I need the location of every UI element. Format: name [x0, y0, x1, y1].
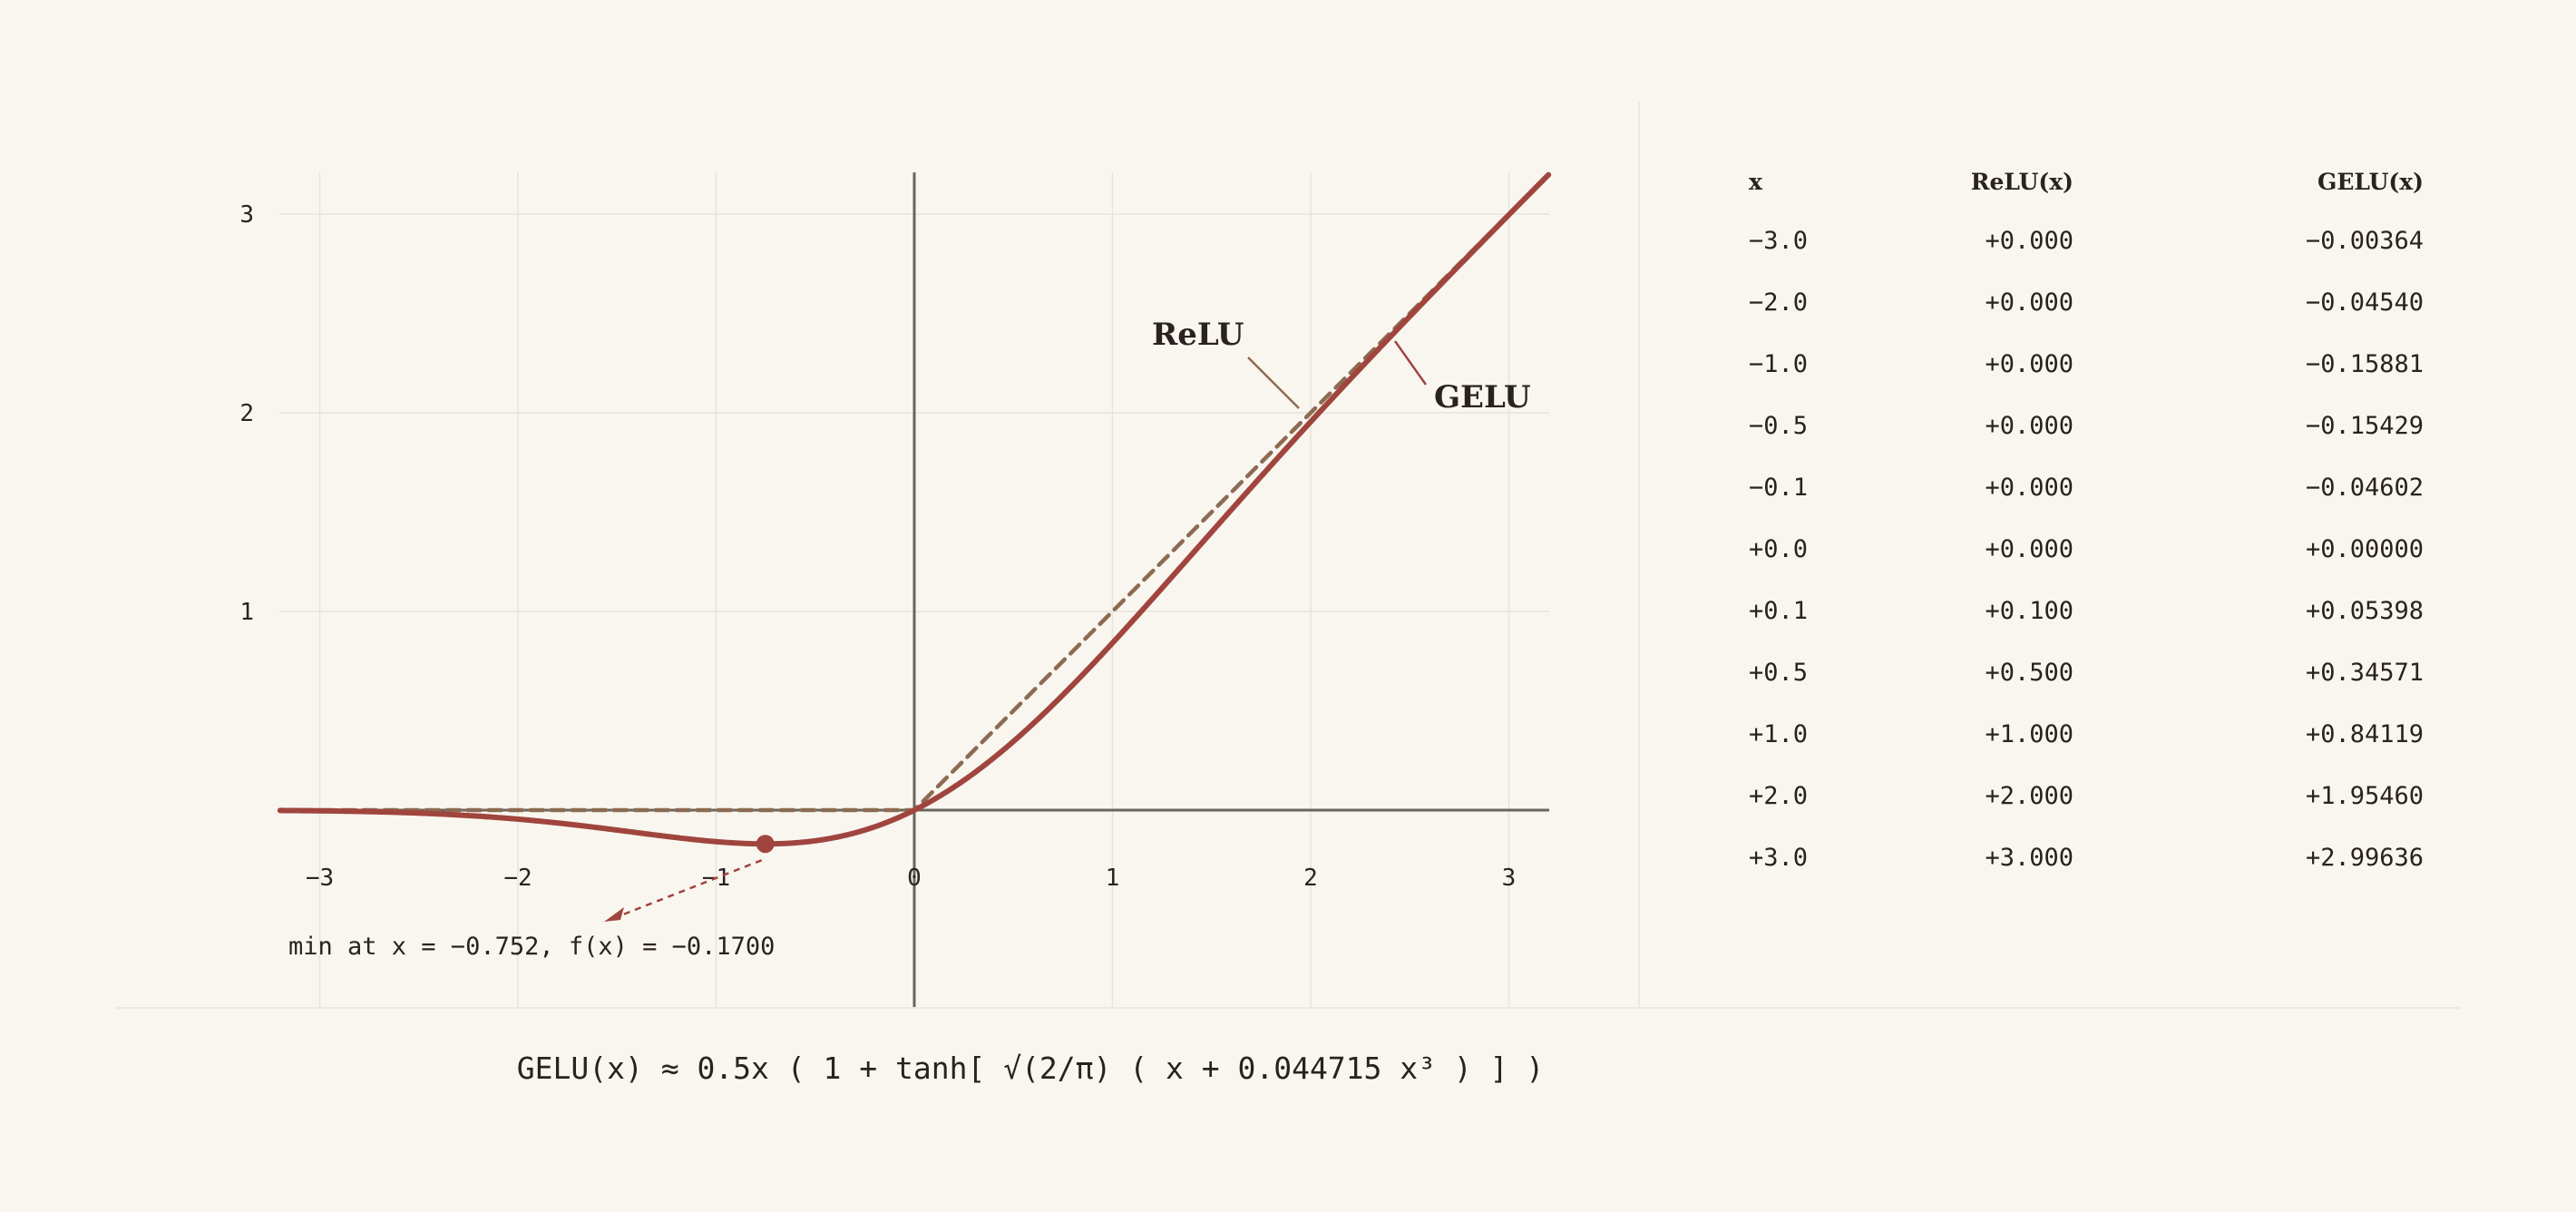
cell-gelu: +0.00000: [2305, 535, 2424, 563]
gelu-line: [277, 171, 1552, 847]
cell-relu: +0.000: [1985, 412, 2073, 440]
cell-relu: +0.000: [1985, 288, 2073, 317]
cell-gelu: −0.04602: [2305, 474, 2424, 502]
table-row: −0.5 +0.000 −0.15429: [1749, 412, 2424, 474]
cell-relu: +0.000: [1985, 535, 2073, 563]
cell-relu: +3.000: [1985, 844, 2073, 872]
table-header: x ReLU(x) GELU(x): [1749, 163, 2424, 227]
horizontal-divider: [116, 1007, 2460, 1009]
cell-x: −1.0: [1749, 350, 1809, 378]
tick-labels: −3−2−10123123: [239, 201, 1516, 892]
cell-relu: +0.000: [1985, 350, 2073, 378]
cell-gelu: −0.15881: [2305, 350, 2424, 378]
annotations: min at x = −0.752, f(x) = −0.1700: [288, 835, 775, 961]
cell-x: −0.5: [1749, 412, 1809, 440]
cell-x: +3.0: [1749, 844, 1809, 872]
gelu-formula: GELU(x) ≈ 0.5x ( 1 + tanh[ √(2/π) ( x + …: [516, 1051, 1545, 1086]
x-tick-label: 1: [1106, 865, 1120, 892]
values-table: x ReLU(x) GELU(x) −3.0 +0.000 −0.00364 −2.0…: [1749, 163, 2424, 905]
cell-relu: +0.100: [1985, 597, 2073, 625]
cell-x: +0.5: [1749, 659, 1809, 687]
cell-x: +0.0: [1749, 535, 1809, 563]
cell-relu: +0.000: [1985, 227, 2073, 255]
table-row: +1.0 +1.000 +0.84119: [1749, 720, 2424, 782]
cell-gelu: −0.04540: [2305, 288, 2424, 317]
series-lines: [277, 171, 1552, 847]
table-row: −1.0 +0.000 −0.15881: [1749, 350, 2424, 412]
table-row: +0.5 +0.500 +0.34571: [1749, 659, 2424, 720]
y-tick-label: 2: [239, 400, 254, 427]
cell-relu: +0.000: [1985, 474, 2073, 502]
gelu-leader-line: [1393, 340, 1428, 386]
header-x: x: [1749, 169, 1762, 195]
x-tick-label: 0: [907, 865, 922, 892]
x-tick-label: 2: [1303, 865, 1318, 892]
minimum-arrow-line: [618, 859, 763, 918]
cell-x: −2.0: [1749, 288, 1809, 317]
header-gelu: GELU(x): [2317, 169, 2424, 195]
series-labels: ReLU GELU: [1152, 317, 1531, 415]
header-relu: ReLU(x): [1970, 169, 2073, 195]
cell-x: +2.0: [1749, 782, 1809, 810]
x-tick-label: 3: [1502, 865, 1517, 892]
cell-gelu: +0.84119: [2305, 720, 2424, 748]
minimum-point: [756, 835, 775, 854]
cell-x: +0.1: [1749, 597, 1809, 625]
table-row: +2.0 +2.000 +1.95460: [1749, 782, 2424, 844]
cell-x: +1.0: [1749, 720, 1809, 748]
x-tick-label: −3: [306, 865, 334, 892]
y-tick-label: 1: [239, 599, 254, 626]
cell-relu: +1.000: [1985, 720, 2073, 748]
vertical-divider: [1638, 102, 1640, 1007]
relu-leader-line: [1247, 357, 1300, 409]
cell-gelu: −0.00364: [2305, 227, 2424, 255]
table-row: −2.0 +0.000 −0.04540: [1749, 288, 2424, 350]
minimum-arrow-head: [604, 907, 624, 922]
minimum-annotation: min at x = −0.752, f(x) = −0.1700: [288, 933, 775, 961]
cell-x: −0.1: [1749, 474, 1809, 502]
table-row: −3.0 +0.000 −0.00364: [1749, 227, 2424, 288]
table-row: +0.0 +0.000 +0.00000: [1749, 535, 2424, 597]
cell-gelu: +1.95460: [2305, 782, 2424, 810]
table-row: +0.1 +0.100 +0.05398: [1749, 597, 2424, 659]
cell-gelu: +0.05398: [2305, 597, 2424, 625]
table-row: +3.0 +3.000 +2.99636: [1749, 844, 2424, 905]
cell-relu: +2.000: [1985, 782, 2073, 810]
y-tick-label: 3: [239, 201, 254, 229]
gelu-label: GELU: [1434, 379, 1531, 415]
cell-gelu: −0.15429: [2305, 412, 2424, 440]
cell-gelu: +2.99636: [2305, 844, 2424, 872]
relu-label: ReLU: [1152, 317, 1244, 353]
table-row: −0.1 +0.000 −0.04602: [1749, 474, 2424, 535]
table-body: −3.0 +0.000 −0.00364 −2.0 +0.000 −0.04540 −1.0…: [1749, 227, 2424, 905]
cell-x: −3.0: [1749, 227, 1809, 255]
cell-gelu: +0.34571: [2305, 659, 2424, 687]
x-tick-label: −2: [503, 865, 532, 892]
cell-relu: +0.500: [1985, 659, 2073, 687]
